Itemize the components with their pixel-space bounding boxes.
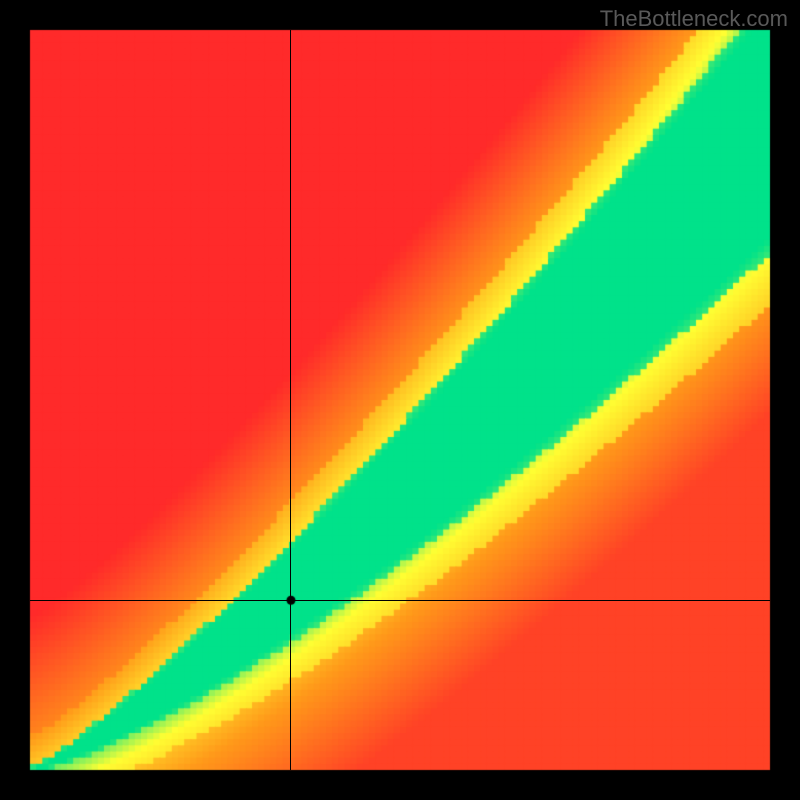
chart-container: TheBottleneck.com	[0, 0, 800, 800]
crosshair-vertical	[290, 30, 291, 770]
watermark: TheBottleneck.com	[600, 6, 788, 32]
crosshair-horizontal	[30, 600, 770, 601]
marker-canvas	[0, 0, 800, 800]
